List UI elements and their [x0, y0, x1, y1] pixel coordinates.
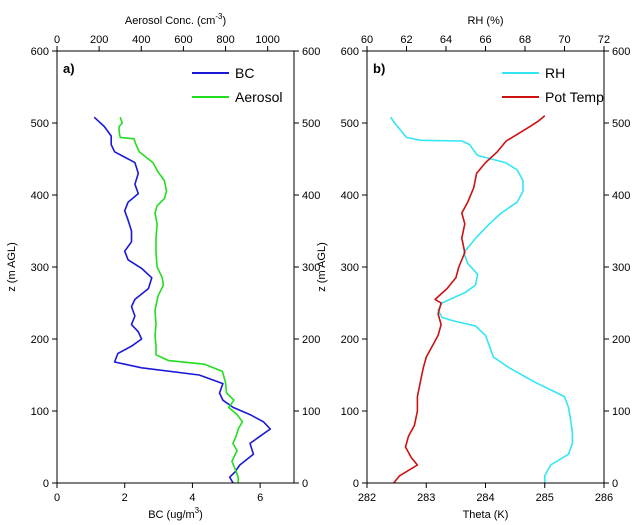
y-tick-label-right: 300 [302, 262, 320, 274]
panel-b-series [390, 115, 574, 484]
series-line-pot-temp [393, 115, 546, 484]
y-tick-label-right: 600 [612, 46, 630, 58]
panel-a-frame [56, 50, 295, 484]
x-tick-label-bottom: 284 [476, 492, 494, 504]
panel-b-y-axis-label: z (m AGL) [316, 242, 328, 292]
x-tick-label-top: 200 [90, 34, 108, 46]
x-tick-label-bottom: 282 [358, 492, 376, 504]
legend-label-bc: BC [235, 65, 254, 81]
y-tick-label-right: 600 [302, 46, 320, 58]
y-tick-label-right: 0 [612, 478, 618, 490]
x-tick-label-top: 600 [174, 34, 192, 46]
x-tick-label-top: 72 [598, 34, 610, 46]
x-tick-label-top: 68 [519, 34, 531, 46]
panel-b: 0 100 200 300 400 500 600 0 100 200 300 400 500 600 28… [316, 15, 630, 521]
y-tick-label-right: 500 [612, 118, 630, 130]
x-tick-label-top: 62 [400, 34, 412, 46]
x-tick-label-top: 70 [558, 34, 570, 46]
legend-label-pot-temp: Pot Temp [545, 89, 604, 105]
y-tick-label-right: 0 [302, 478, 308, 490]
y-tick-label-left: 600 [31, 46, 49, 58]
y-tick-label-left: 100 [341, 406, 359, 418]
y-tick-label-left: 200 [341, 334, 359, 346]
panel-b-x-top-label: RH (%) [467, 15, 503, 27]
series-line-aerosol [118, 116, 244, 483]
panel-a-x-top-label: Aerosol Conc. (cm-3) [125, 12, 226, 27]
legend-label-rh: RH [545, 65, 565, 81]
y-tick-label-left: 0 [43, 478, 49, 490]
x-tick-label-bottom: 2 [122, 492, 128, 504]
x-tick-label-top: 800 [216, 34, 234, 46]
panel-a-series [93, 116, 272, 484]
panel-b-frame [366, 50, 605, 484]
panel-a: 0 100 200 300 400 500 600 0 100 200 300 400 500 600 0 2… [6, 12, 320, 521]
y-tick-label-left: 400 [341, 190, 359, 202]
x-tick-label-top: 400 [132, 34, 150, 46]
panel-b-label: b) [373, 61, 385, 76]
series-line-rh [390, 116, 574, 483]
y-tick-label-right: 100 [612, 406, 630, 418]
y-tick-label-left: 600 [341, 46, 359, 58]
y-tick-label-left: 300 [31, 262, 49, 274]
y-tick-label-right: 400 [302, 190, 320, 202]
panel-a-label: a) [63, 61, 75, 76]
panel-b-ticks: 0 100 200 300 400 500 600 0 100 200 300 400 500 600 28… [341, 34, 631, 504]
x-tick-label-top: 0 [54, 34, 60, 46]
y-tick-label-left: 400 [31, 190, 49, 202]
panel-b-legend: RH Pot Temp [502, 65, 604, 105]
panel-b-plot-frame [366, 50, 605, 484]
x-tick-label-top: 60 [361, 34, 373, 46]
y-tick-label-left: 100 [31, 406, 49, 418]
x-tick-label-top: 66 [479, 34, 491, 46]
x-tick-label-bottom: 4 [189, 492, 195, 504]
y-tick-label-right: 200 [612, 334, 630, 346]
y-tick-label-left: 500 [31, 118, 49, 130]
x-tick-label-bottom: 6 [257, 492, 263, 504]
y-tick-label-right: 100 [302, 406, 320, 418]
y-tick-label-right: 500 [302, 118, 320, 130]
panel-a-legend: BC Aerosol [192, 65, 282, 105]
y-tick-label-right: 400 [612, 190, 630, 202]
x-tick-label-bottom: 285 [536, 492, 554, 504]
series-line-bc [93, 116, 272, 484]
x-tick-label-top: 1000 [255, 34, 279, 46]
x-tick-label-bottom: 0 [54, 492, 60, 504]
y-tick-label-left: 500 [341, 118, 359, 130]
panel-a-x-bottom-label: BC (ug/m3) [148, 506, 203, 521]
legend-label-aerosol: Aerosol [235, 89, 282, 105]
panel-b-x-bottom-label: Theta (K) [463, 509, 509, 521]
y-tick-label-left: 300 [341, 262, 359, 274]
y-tick-label-left: 200 [31, 334, 49, 346]
x-tick-label-bottom: 283 [417, 492, 435, 504]
panel-a-ticks: 0 100 200 300 400 500 600 0 100 200 300 400 500 600 0 2… [31, 34, 321, 504]
y-tick-label-right: 300 [612, 262, 630, 274]
x-tick-label-top: 64 [440, 34, 452, 46]
y-tick-label-left: 0 [353, 478, 359, 490]
x-tick-label-bottom: 286 [595, 492, 613, 504]
panel-a-plot-frame [56, 50, 295, 484]
panel-a-y-axis-label: z (m AGL) [6, 242, 18, 292]
y-tick-label-right: 200 [302, 334, 320, 346]
